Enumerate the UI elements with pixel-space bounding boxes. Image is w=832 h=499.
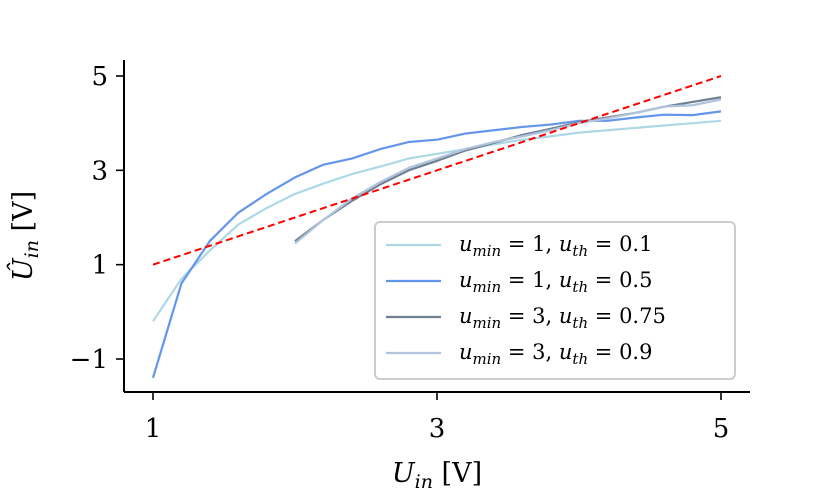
x-axis-label: Uin [V] [392,458,482,493]
axis-labels: Uin [V] Ûin [V] [5,191,482,493]
legend-label: umin = 3, uth = 0.9 [459,340,652,368]
y-axis-label: Ûin [V] [5,191,43,281]
plot-lines [151,75,722,379]
legend-box [374,221,736,380]
y-tick-label: −1 [70,345,108,375]
series-line-1 [151,110,722,379]
y-tick-label: 3 [91,156,108,186]
legend: umin = 1, uth = 0.1 umin = 1, uth = 0.5 um… [374,221,736,380]
legend-label: umin = 1, uth = 0.5 [459,268,652,296]
ticks: 1 3 5 −1 1 3 5 [70,62,730,444]
x-tick-label: 3 [429,414,446,444]
y-tick-label: 5 [91,62,108,92]
series-line-0 [152,119,722,322]
y-tick-label: 1 [91,251,108,281]
legend-label: umin = 1, uth = 0.1 [459,232,652,260]
x-tick-label: 1 [145,414,162,444]
legend-label: umin = 3, uth = 0.75 [459,304,666,332]
series-line-3 [294,98,722,245]
reference-line [152,75,722,266]
x-tick-label: 5 [713,414,730,444]
series-line-2 [294,96,722,242]
